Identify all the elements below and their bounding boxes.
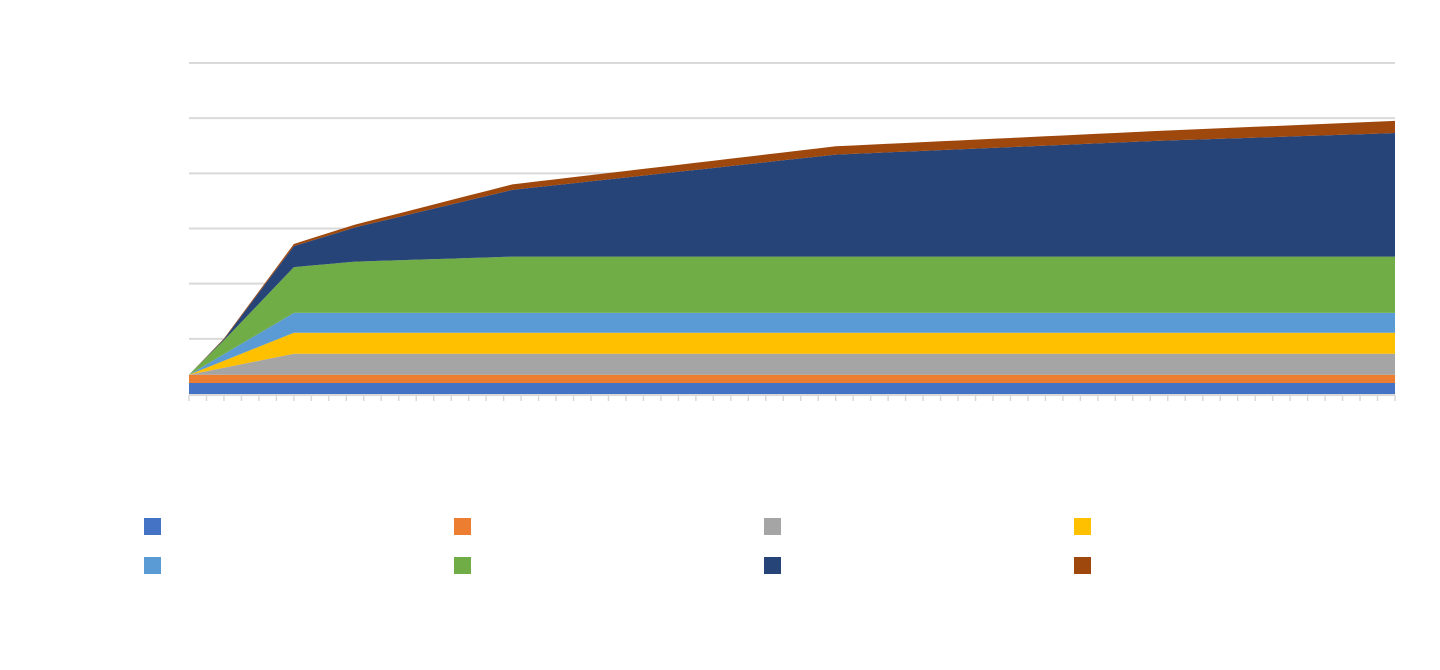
area-series-1 <box>189 382 1395 394</box>
area-series-5 <box>189 312 1395 375</box>
area-series-3 <box>189 353 1395 375</box>
area-series-4 <box>189 332 1395 375</box>
x-axis <box>188 394 1396 401</box>
area-series-group <box>189 120 1395 394</box>
area-series-6 <box>189 256 1395 375</box>
area-series-7 <box>189 133 1395 375</box>
area-series-2 <box>189 374 1395 383</box>
